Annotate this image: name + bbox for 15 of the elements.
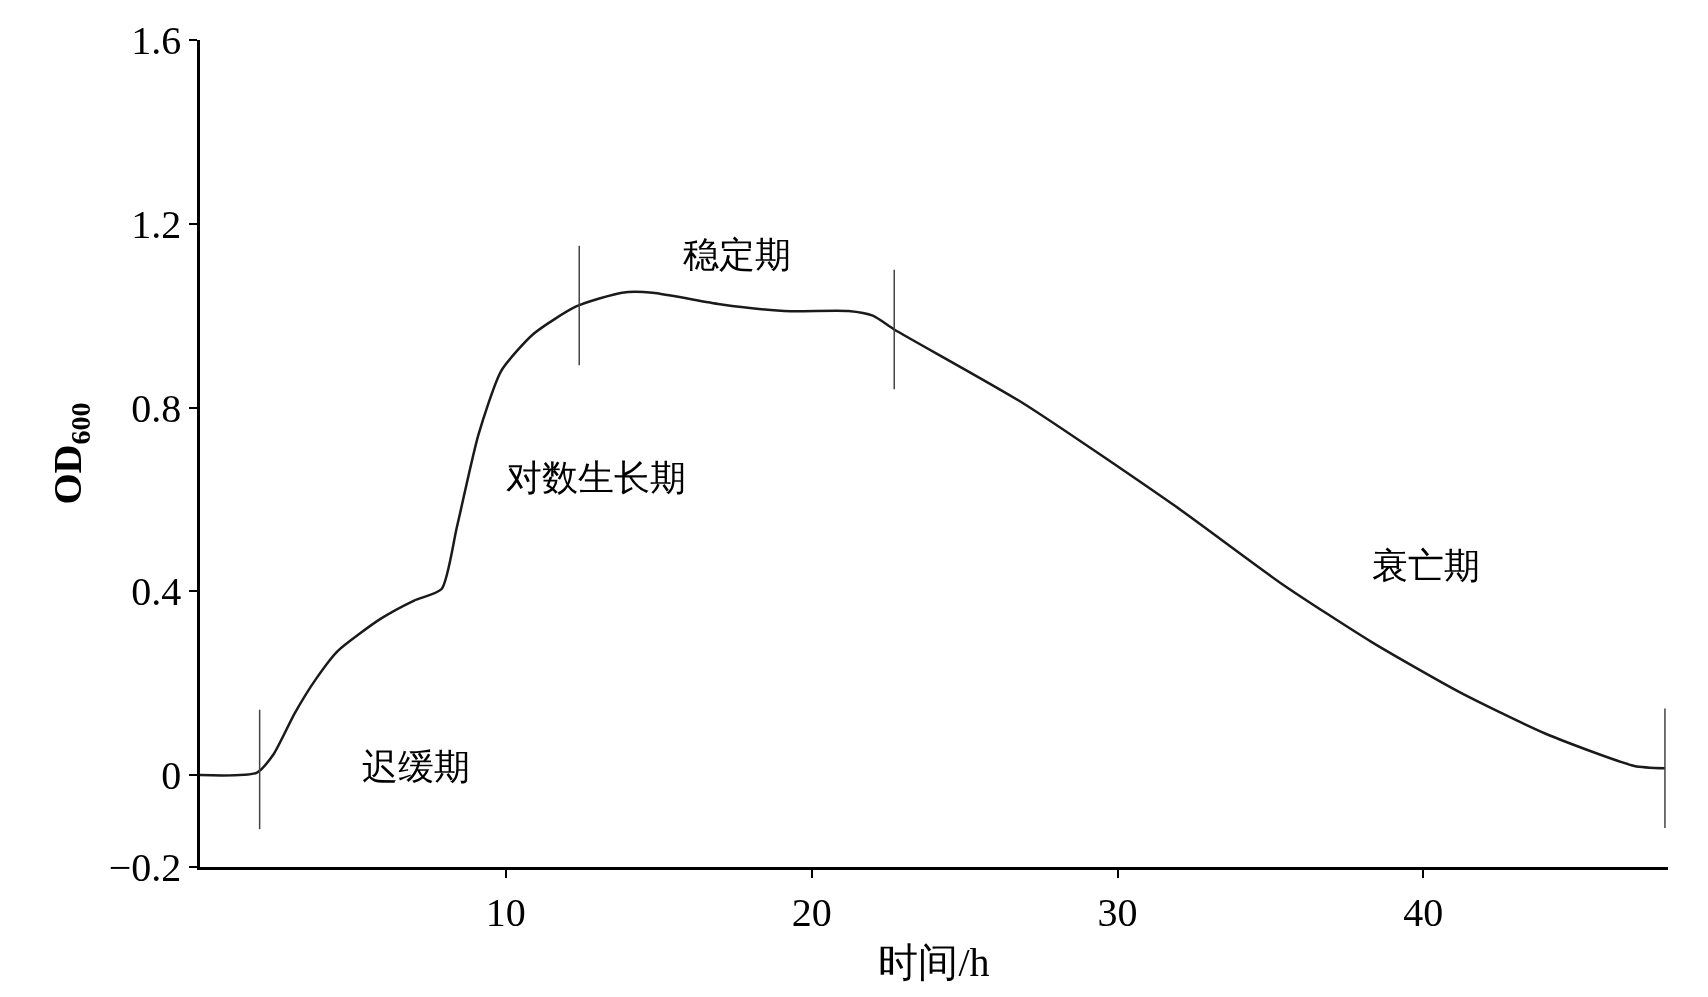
annotation: 迟缓期	[362, 747, 470, 787]
x-tick-label: 10	[485, 889, 526, 935]
x-tick-label: 40	[1403, 889, 1444, 935]
x-axis-title: 时间/h	[878, 940, 990, 986]
y-tick-label: 0.8	[131, 385, 182, 431]
x-tick-label: 20	[791, 889, 832, 935]
y-tick-label: 0	[161, 753, 182, 799]
x-tick-label: 30	[1097, 889, 1138, 935]
annotation: 对数生长期	[506, 458, 686, 498]
annotation: 稳定期	[683, 235, 791, 275]
y-tick-label: −0.2	[108, 845, 182, 890]
y-tick-label: 0.4	[131, 569, 182, 615]
annotation: 衰亡期	[1372, 546, 1480, 586]
y-tick-label: 1.2	[131, 201, 182, 247]
y-tick-label: 1.6	[131, 18, 182, 63]
